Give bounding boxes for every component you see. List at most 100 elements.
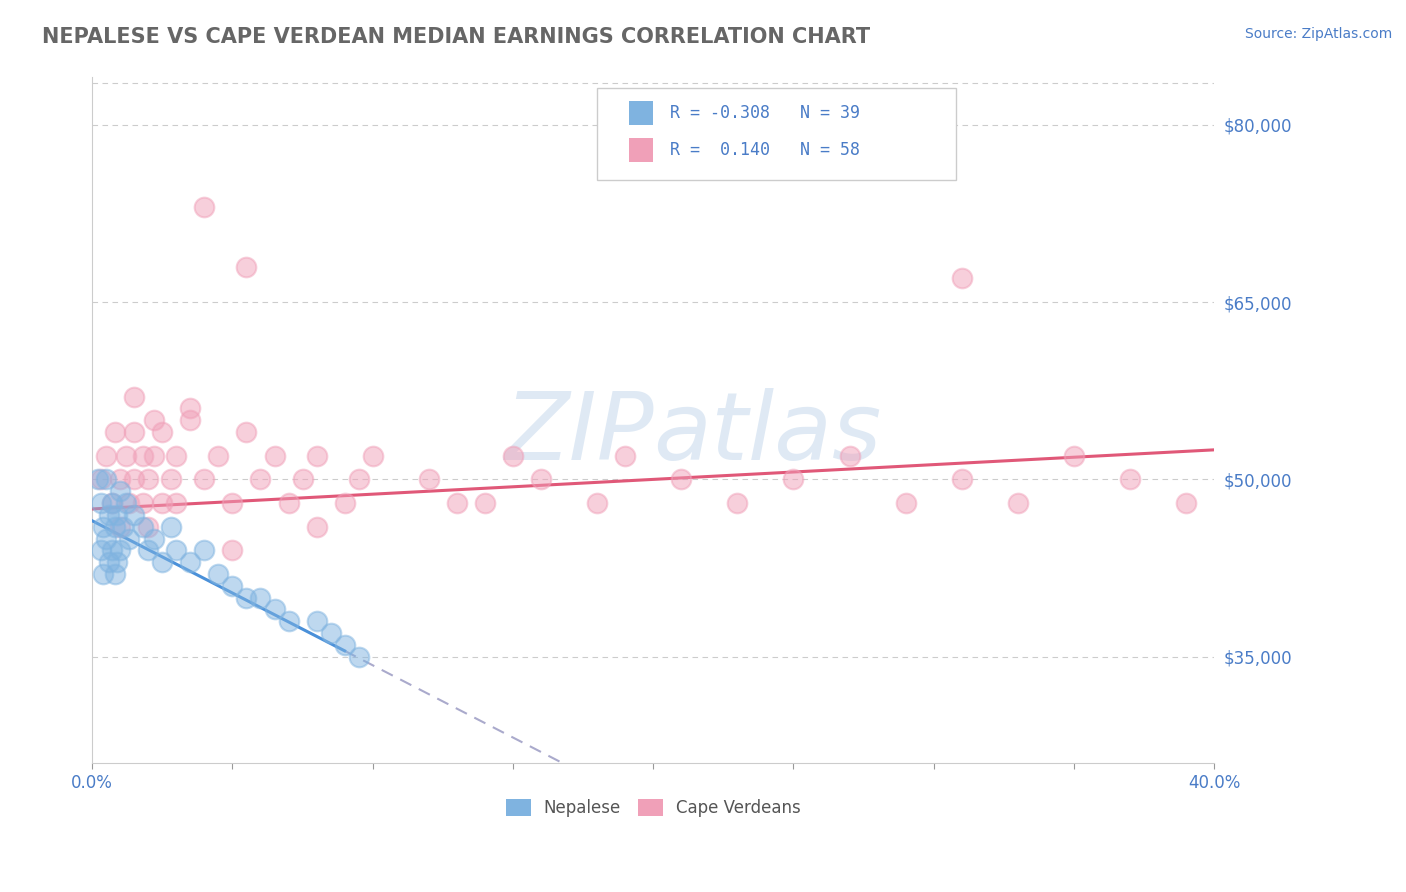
Text: R = -0.308   N = 39: R = -0.308 N = 39 [671,103,860,121]
Point [235,425,257,439]
Point [291,472,314,486]
Point [115,449,138,463]
Point [235,260,257,274]
Point [179,413,201,427]
Point [305,519,328,533]
Point [142,449,165,463]
Point [136,543,159,558]
Point [165,496,187,510]
Point [101,496,124,510]
Point [894,496,917,510]
Point [110,484,132,499]
Point [90,543,112,558]
Point [319,626,342,640]
Point [122,390,145,404]
Point [305,449,328,463]
Point [136,472,159,486]
FancyBboxPatch shape [598,87,956,180]
Point [207,449,229,463]
Point [98,508,121,522]
Point [179,555,201,569]
Point [333,638,356,652]
Point [93,519,115,533]
Point [235,591,257,605]
Point [1175,496,1198,510]
Point [136,519,159,533]
Point [90,496,112,510]
Point [838,449,860,463]
Point [361,449,384,463]
Point [671,472,693,486]
Point [122,425,145,439]
Point [586,496,609,510]
Point [165,449,187,463]
Point [131,449,153,463]
Point [90,472,112,486]
Point [249,591,271,605]
Legend: Nepalese, Cape Verdeans: Nepalese, Cape Verdeans [499,792,807,823]
Point [112,519,135,533]
Point [122,472,145,486]
Point [1119,472,1142,486]
Point [150,425,173,439]
Point [207,566,229,581]
Point [110,472,132,486]
Point [101,496,124,510]
Point [96,449,118,463]
Text: atlas: atlas [654,389,882,480]
Point [96,472,118,486]
Point [502,449,524,463]
Point [277,496,299,510]
Point [347,472,370,486]
Point [107,555,129,569]
Point [193,543,215,558]
Point [1007,496,1029,510]
Point [347,649,370,664]
Point [115,496,138,510]
Text: ZIP: ZIP [503,389,654,480]
Point [1063,449,1085,463]
Point [179,401,201,416]
Point [107,508,129,522]
Point [333,496,356,510]
Point [131,496,153,510]
Point [263,602,285,616]
Point [131,519,153,533]
Point [142,413,165,427]
Point [150,555,173,569]
Point [305,614,328,628]
Point [725,496,748,510]
Point [104,425,127,439]
Point [117,496,139,510]
Point [142,532,165,546]
Point [221,543,243,558]
Point [98,555,121,569]
Point [418,472,440,486]
Point [165,543,187,558]
Point [117,532,139,546]
Point [950,271,973,285]
Point [474,496,496,510]
Point [110,519,132,533]
Point [614,449,637,463]
Point [150,496,173,510]
Point [104,566,127,581]
Text: Source: ZipAtlas.com: Source: ZipAtlas.com [1244,27,1392,41]
Point [159,472,181,486]
Point [193,201,215,215]
Point [122,508,145,522]
Point [110,543,132,558]
Point [104,519,127,533]
Point [446,496,468,510]
Point [277,614,299,628]
Point [93,566,115,581]
Bar [628,101,654,125]
Point [159,519,181,533]
Point [101,543,124,558]
Point [193,472,215,486]
Text: NEPALESE VS CAPE VERDEAN MEDIAN EARNINGS CORRELATION CHART: NEPALESE VS CAPE VERDEAN MEDIAN EARNINGS… [42,27,870,46]
Point [263,449,285,463]
Point [87,472,110,486]
Point [221,579,243,593]
Point [96,532,118,546]
